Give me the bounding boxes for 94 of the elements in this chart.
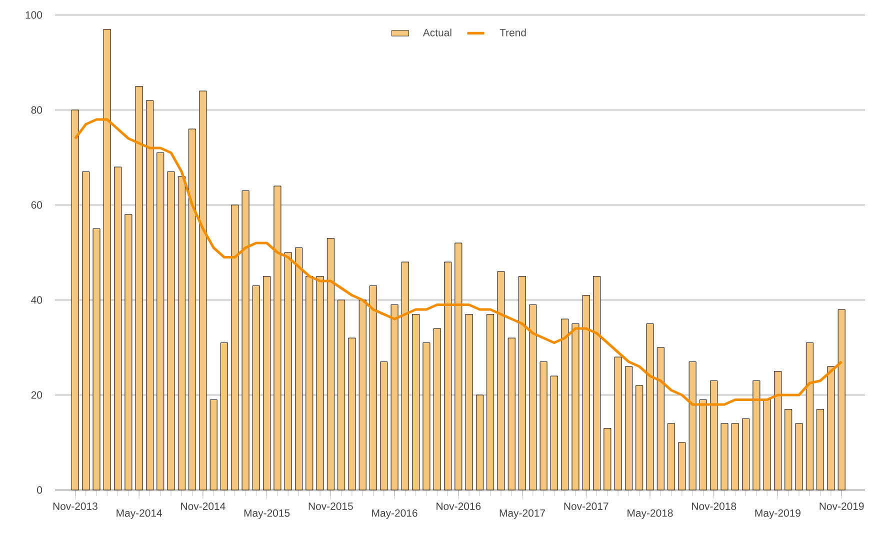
x-tick-label: Nov-2014 — [181, 502, 226, 510]
bar — [731, 423, 739, 490]
x-tick-label: Nov-2013 — [53, 502, 98, 510]
bar — [646, 324, 654, 490]
bar — [284, 252, 292, 490]
bar — [316, 276, 324, 490]
bar — [71, 110, 79, 490]
bar — [582, 295, 590, 490]
bar — [742, 418, 750, 490]
x-tick-label: May-2016 — [372, 509, 418, 519]
bar — [614, 356, 622, 490]
bar — [806, 342, 814, 490]
bar — [199, 90, 207, 490]
bar — [838, 309, 846, 490]
y-tick-label: 0 — [37, 486, 42, 494]
y-tick-label: 80 — [31, 106, 42, 114]
x-tick-label: Nov-2019 — [820, 502, 864, 510]
bar — [572, 324, 580, 490]
bar — [593, 276, 601, 490]
bar — [220, 342, 228, 490]
bar — [774, 371, 782, 490]
bar — [540, 362, 548, 490]
bar — [508, 338, 516, 490]
bar — [795, 423, 803, 490]
bar — [710, 380, 718, 490]
bar — [103, 28, 111, 490]
bar — [306, 276, 314, 490]
x-tick-label: Nov-2017 — [564, 502, 608, 510]
bar — [348, 338, 356, 490]
bar — [720, 423, 728, 490]
bar — [370, 286, 378, 490]
bar — [242, 190, 250, 490]
legend-label: Actual — [422, 28, 452, 36]
bar — [688, 362, 696, 490]
x-tick-label: Nov-2015 — [308, 502, 353, 510]
bar — [210, 400, 218, 490]
bar — [763, 400, 771, 490]
bar — [231, 204, 239, 490]
bar — [263, 276, 271, 490]
bar — [668, 423, 676, 490]
bar — [358, 300, 366, 490]
bar — [529, 304, 537, 490]
bar — [124, 214, 132, 490]
bar — [274, 186, 282, 490]
bar — [518, 276, 526, 490]
legend-label: Trend — [500, 28, 526, 36]
bar — [422, 342, 430, 490]
bar — [476, 394, 484, 490]
bar — [636, 385, 644, 490]
bar — [486, 314, 494, 490]
bar — [156, 152, 164, 490]
bar — [624, 366, 632, 490]
bar — [816, 409, 824, 490]
bar — [827, 366, 835, 490]
bar — [497, 271, 505, 490]
bar — [444, 262, 452, 490]
y-tick-label: 40 — [31, 296, 42, 304]
bar — [167, 171, 175, 490]
bar — [561, 318, 569, 490]
bar — [678, 442, 686, 490]
bar — [338, 300, 346, 490]
bar — [752, 380, 760, 490]
bar — [92, 228, 100, 490]
x-tick-label: Nov-2018 — [692, 502, 736, 510]
bar — [550, 376, 558, 490]
bar — [454, 242, 462, 490]
bar — [465, 314, 473, 490]
bar — [135, 86, 143, 490]
bar — [114, 166, 122, 490]
bar — [326, 238, 334, 490]
x-tick-label: Nov-2016 — [436, 502, 481, 510]
y-tick-label: 100 — [26, 11, 42, 19]
bar — [294, 248, 302, 490]
x-tick-label: May-2015 — [244, 509, 290, 519]
bar — [433, 328, 441, 490]
bar — [390, 304, 398, 490]
bar — [784, 409, 792, 490]
x-tick-label: May-2019 — [755, 509, 800, 519]
y-tick-label: 20 — [31, 391, 42, 399]
bar — [412, 314, 420, 490]
x-tick-label: May-2018 — [628, 509, 673, 519]
bar — [380, 362, 388, 490]
bar — [188, 128, 196, 490]
y-tick-label: 60 — [31, 201, 42, 209]
bar — [252, 286, 260, 490]
bar — [146, 100, 154, 490]
bar — [656, 347, 664, 490]
bar — [82, 171, 90, 490]
bar — [604, 428, 612, 490]
bar — [178, 176, 186, 490]
bar — [401, 262, 409, 490]
x-tick-label: May-2017 — [500, 509, 545, 519]
bar — [699, 400, 707, 490]
x-tick-label: May-2014 — [116, 509, 162, 519]
